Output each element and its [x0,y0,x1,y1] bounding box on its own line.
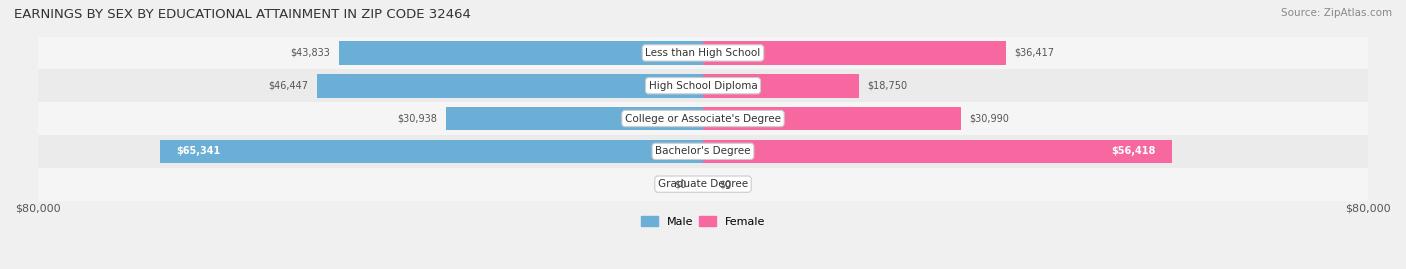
Text: $0: $0 [673,179,686,189]
Text: $56,418: $56,418 [1111,146,1156,156]
Text: College or Associate's Degree: College or Associate's Degree [626,114,780,123]
Bar [446,107,703,130]
Legend: Male, Female: Male, Female [637,211,769,231]
Text: $43,833: $43,833 [291,48,330,58]
Text: $36,417: $36,417 [1014,48,1054,58]
Bar [38,135,1368,168]
Bar [703,41,1005,65]
Text: Less than High School: Less than High School [645,48,761,58]
Text: $65,341: $65,341 [176,146,221,156]
Bar [38,168,1368,200]
Bar [339,41,703,65]
Text: $30,990: $30,990 [969,114,1010,123]
Text: $30,938: $30,938 [398,114,437,123]
Text: Graduate Degree: Graduate Degree [658,179,748,189]
Text: Source: ZipAtlas.com: Source: ZipAtlas.com [1281,8,1392,18]
Text: High School Diploma: High School Diploma [648,81,758,91]
Bar [316,74,703,98]
Text: $46,447: $46,447 [269,81,308,91]
Bar [38,102,1368,135]
Text: $18,750: $18,750 [868,81,907,91]
Text: EARNINGS BY SEX BY EDUCATIONAL ATTAINMENT IN ZIP CODE 32464: EARNINGS BY SEX BY EDUCATIONAL ATTAINMEN… [14,8,471,21]
Bar [38,37,1368,69]
Bar [703,140,1173,163]
Bar [38,69,1368,102]
Bar [703,107,960,130]
Bar [703,74,859,98]
Text: $0: $0 [720,179,733,189]
Bar [160,140,703,163]
Text: Bachelor's Degree: Bachelor's Degree [655,146,751,156]
